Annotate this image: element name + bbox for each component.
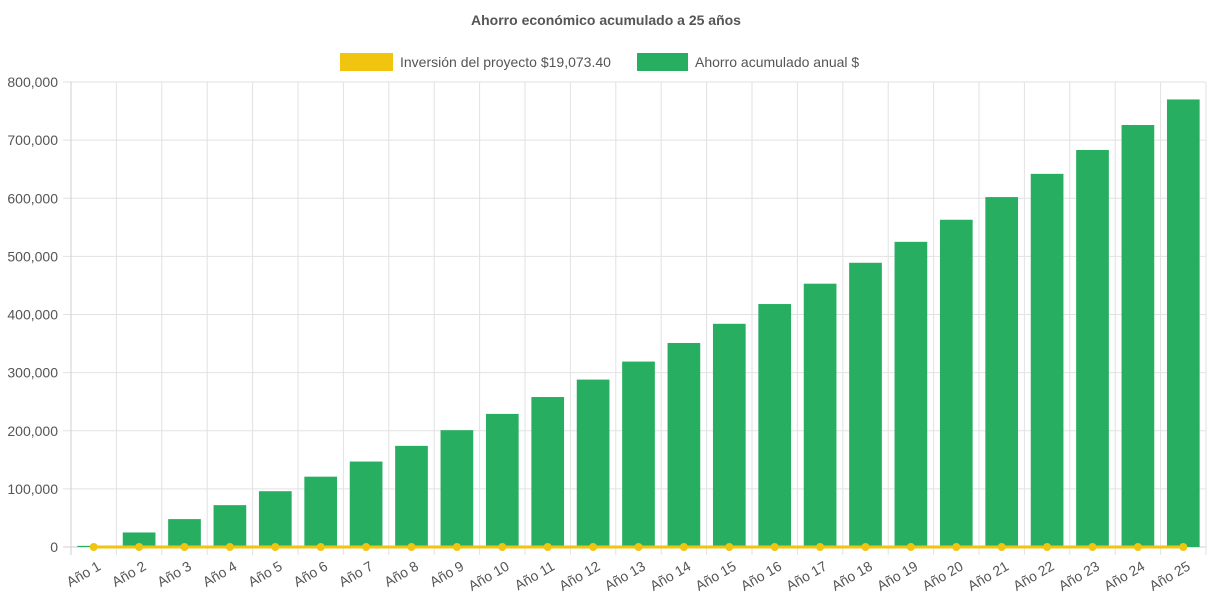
bar-ahorro[interactable] (576, 379, 610, 547)
bar-ahorro[interactable] (667, 342, 701, 547)
investment-point[interactable] (1043, 543, 1052, 551)
x-tick-label: Año 23 (1056, 558, 1103, 594)
x-tick-label: Año 16 (738, 558, 785, 594)
x-tick-label: Año 2 (109, 558, 149, 590)
investment-point[interactable] (225, 543, 234, 551)
investment-point[interactable] (634, 543, 643, 551)
investment-line (89, 543, 1188, 551)
x-tick-label: Año 9 (427, 558, 467, 590)
legend: Inversión del proyecto $19,073.40 Ahorro… (340, 53, 859, 71)
y-tick-label: 100,000 (7, 481, 58, 497)
x-tick-label: Año 19 (874, 558, 921, 594)
bar-ahorro[interactable] (712, 323, 746, 547)
bar-ahorro[interactable] (304, 476, 338, 547)
investment-point[interactable] (180, 543, 189, 551)
bar-ahorro[interactable] (939, 219, 973, 547)
y-tick-label: 700,000 (7, 132, 58, 148)
x-tick-label: Año 5 (245, 558, 285, 590)
legend-label-investment: Inversión del proyecto $19,073.40 (400, 54, 611, 70)
bar-ahorro[interactable] (258, 491, 292, 547)
x-tick-label: Año 24 (1101, 558, 1148, 594)
investment-point[interactable] (271, 543, 280, 551)
bar-ahorro[interactable] (1121, 125, 1155, 547)
bar-ahorro[interactable] (803, 283, 837, 547)
investment-point[interactable] (316, 543, 325, 551)
x-tick-label: Año 3 (154, 558, 194, 590)
bar-ahorro[interactable] (213, 505, 247, 547)
bar-ahorro[interactable] (1076, 150, 1109, 547)
investment-point[interactable] (725, 543, 734, 551)
bar-ahorro[interactable] (349, 461, 383, 547)
legend-swatch-savings (637, 53, 688, 71)
investment-point[interactable] (816, 543, 825, 551)
x-tick-label: Año 10 (465, 558, 512, 594)
investment-point[interactable] (861, 543, 870, 551)
grid (63, 81, 1207, 555)
investment-point[interactable] (770, 543, 779, 551)
bar-ahorro[interactable] (622, 361, 655, 547)
investment-point[interactable] (589, 543, 598, 551)
x-tick-label: Año 1 (64, 558, 104, 590)
investment-point[interactable] (407, 543, 416, 551)
investment-point[interactable] (1133, 543, 1142, 551)
investment-point[interactable] (997, 543, 1006, 551)
x-tick-label: Año 20 (919, 558, 966, 594)
y-tick-label: 200,000 (7, 423, 58, 439)
x-tick-label: Año 21 (965, 558, 1012, 594)
y-tick-label: 800,000 (7, 74, 58, 90)
investment-point[interactable] (1088, 543, 1097, 551)
y-tick-label: 0 (50, 539, 58, 555)
y-tick-label: 600,000 (7, 190, 58, 206)
bar-ahorro[interactable] (531, 397, 565, 547)
bar-ahorro[interactable] (168, 519, 201, 547)
x-tick-label: Año 7 (336, 558, 376, 590)
x-tick-label: Año 17 (783, 558, 830, 594)
bar-ahorro[interactable] (395, 445, 428, 547)
x-tick-label: Año 13 (602, 558, 649, 594)
bar-ahorro[interactable] (1030, 173, 1064, 547)
investment-point[interactable] (135, 543, 144, 551)
x-tick-label: Año 22 (1010, 558, 1057, 594)
investment-point[interactable] (679, 543, 688, 551)
investment-point[interactable] (362, 543, 371, 551)
y-tick-label: 500,000 (7, 248, 58, 264)
x-tick-label: Año 8 (381, 558, 421, 590)
x-tick-label: Año 4 (200, 558, 240, 590)
investment-point[interactable] (543, 543, 552, 551)
investment-point[interactable] (452, 543, 461, 551)
x-tick-label: Año 6 (291, 558, 331, 590)
bars (77, 99, 1200, 547)
legend-swatch-investment (340, 53, 393, 71)
investment-point[interactable] (906, 543, 915, 551)
bar-ahorro[interactable] (440, 430, 474, 547)
y-tick-label: 300,000 (7, 365, 58, 381)
bar-ahorro[interactable] (485, 413, 519, 547)
x-tick-label: Año 25 (1146, 558, 1193, 594)
x-axis: Año 1 Año 2 Año 3 Año 4 Año 5 Año 6 Año 7 Año 8… (64, 558, 1193, 594)
bar-ahorro[interactable] (849, 262, 882, 547)
y-axis: 0 100,000 200,000 300,000 400,000 500,000 600,… (7, 74, 58, 555)
chart-title: Ahorro económico acumulado a 25 años (471, 12, 741, 28)
investment-point[interactable] (498, 543, 507, 551)
x-tick-label: Año 12 (556, 558, 603, 594)
x-tick-label: Año 15 (692, 558, 739, 594)
bar-ahorro[interactable] (985, 197, 1019, 547)
investment-point[interactable] (1179, 543, 1188, 551)
legend-item-savings[interactable]: Ahorro acumulado anual $ (637, 53, 859, 71)
bar-ahorro[interactable] (1166, 99, 1200, 547)
legend-label-savings: Ahorro acumulado anual $ (695, 54, 859, 70)
bar-ahorro[interactable] (758, 304, 792, 547)
x-tick-label: Año 18 (829, 558, 876, 594)
y-tick-label: 400,000 (7, 307, 58, 323)
bar-ahorro[interactable] (122, 532, 156, 547)
x-tick-label: Año 11 (512, 558, 558, 594)
legend-item-investment[interactable]: Inversión del proyecto $19,073.40 (340, 53, 611, 71)
investment-point[interactable] (89, 543, 98, 551)
bar-ahorro[interactable] (894, 241, 928, 547)
x-tick-label: Año 14 (647, 558, 694, 594)
investment-point[interactable] (952, 543, 961, 551)
